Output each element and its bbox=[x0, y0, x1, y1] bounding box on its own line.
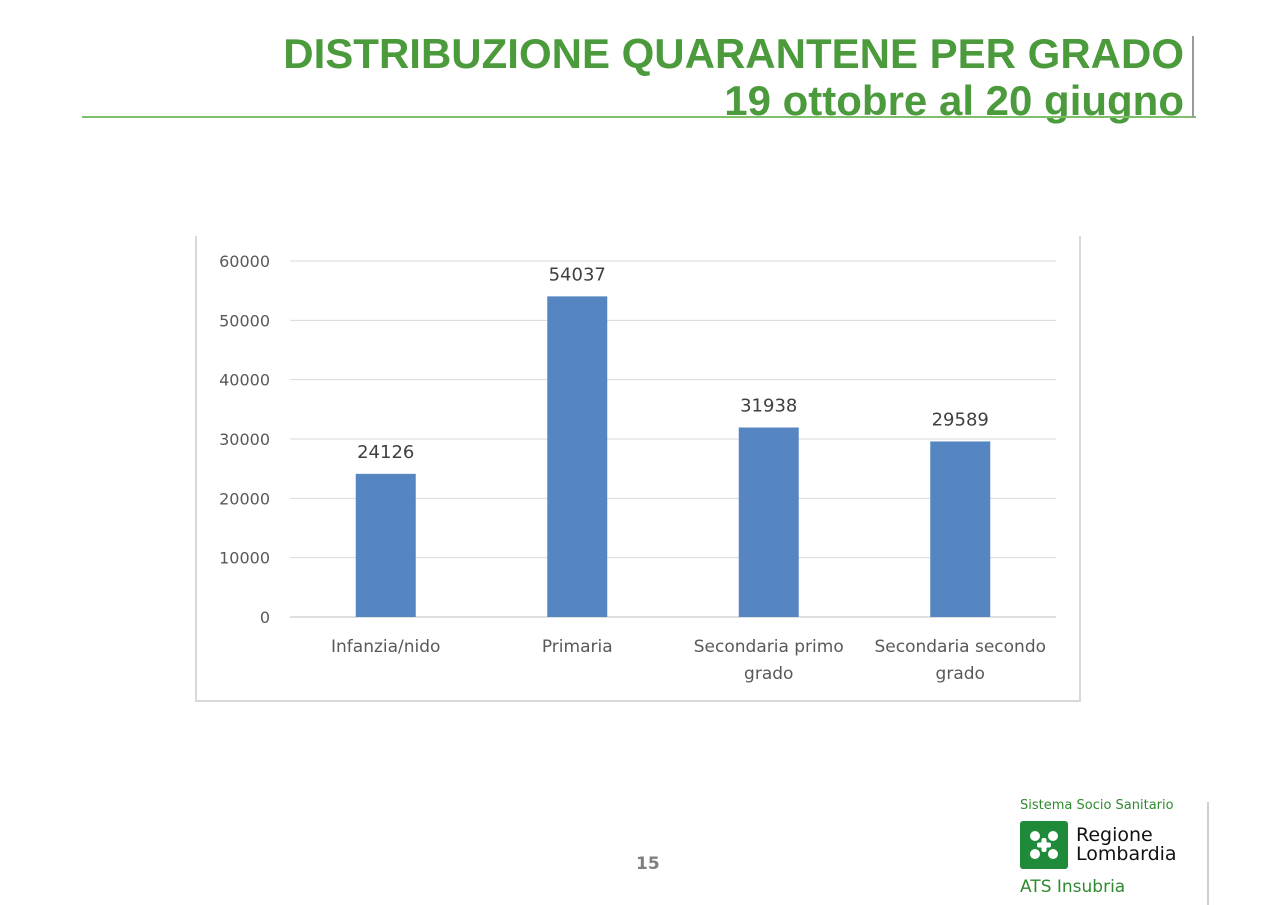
regione-lombardia-logo: Sistema Socio Sanitario Regione Lombardi… bbox=[1020, 798, 1200, 897]
y-tick-label: 20000 bbox=[219, 489, 270, 508]
logo-name: Regione Lombardia bbox=[1076, 826, 1177, 864]
data-label: 24126 bbox=[357, 442, 414, 463]
logo-name-line2: Lombardia bbox=[1076, 843, 1177, 865]
x-category-label: Secondaria secondo bbox=[874, 637, 1046, 657]
data-label: 31938 bbox=[740, 396, 797, 417]
y-tick-label: 50000 bbox=[219, 311, 270, 330]
title-line-1: DISTRIBUZIONE QUARANTENE PER GRADO bbox=[283, 30, 1184, 77]
x-category-label: grado bbox=[936, 664, 985, 684]
data-label: 54037 bbox=[549, 264, 606, 285]
bar bbox=[355, 473, 416, 617]
y-tick-label: 40000 bbox=[219, 371, 270, 390]
data-label: 29589 bbox=[932, 409, 989, 430]
x-category-label: Infanzia/nido bbox=[331, 637, 440, 657]
y-tick-label: 60000 bbox=[219, 252, 270, 271]
title-side-bar bbox=[1192, 36, 1194, 118]
rosa-camuna-icon bbox=[1020, 821, 1068, 869]
x-category-label: grado bbox=[744, 664, 793, 684]
logo-side-bar bbox=[1207, 802, 1209, 905]
x-category-label: Secondaria primo bbox=[694, 637, 844, 657]
y-tick-label: 0 bbox=[260, 608, 270, 627]
slide-title: DISTRIBUZIONE QUARANTENE PER GRADO 19 ot… bbox=[283, 30, 1184, 124]
chart-frame: 0 10000 20000 30000 40000 50000 60000 24126 Infa… bbox=[195, 236, 1081, 702]
logo-top-text: Sistema Socio Sanitario bbox=[1020, 798, 1174, 813]
y-tick-label: 10000 bbox=[219, 549, 270, 568]
x-category-label: Primaria bbox=[542, 637, 613, 657]
logo-bottom-text: ATS Insubria bbox=[1020, 877, 1126, 897]
title-underline bbox=[82, 116, 1196, 118]
y-tick-label: 30000 bbox=[219, 430, 270, 449]
page-number: 15 bbox=[636, 854, 660, 874]
logo-name-line1: Regione bbox=[1076, 824, 1153, 846]
bar bbox=[547, 296, 608, 617]
bar bbox=[930, 441, 991, 617]
bar bbox=[738, 427, 799, 617]
